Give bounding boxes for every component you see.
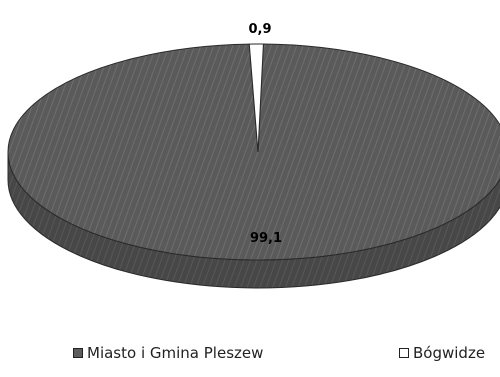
pie-slice-0 [7, 43, 500, 261]
legend-item-bogwidze: Bógwidze [399, 344, 485, 362]
legend-item-miasto: Miasto i Gmina Pleszew [73, 344, 263, 362]
data-label-0: 99,1 [250, 231, 282, 246]
pie-slice-1 [248, 43, 264, 153]
legend: Miasto i Gmina Pleszew Bógwidze [0, 344, 500, 370]
data-label-1: 0,9 [248, 22, 271, 37]
legend-label-miasto: Miasto i Gmina Pleszew [87, 344, 264, 362]
legend-label-bogwidze: Bógwidze [413, 344, 486, 362]
legend-swatch-bogwidze [399, 348, 409, 358]
legend-swatch-miasto [73, 348, 83, 358]
